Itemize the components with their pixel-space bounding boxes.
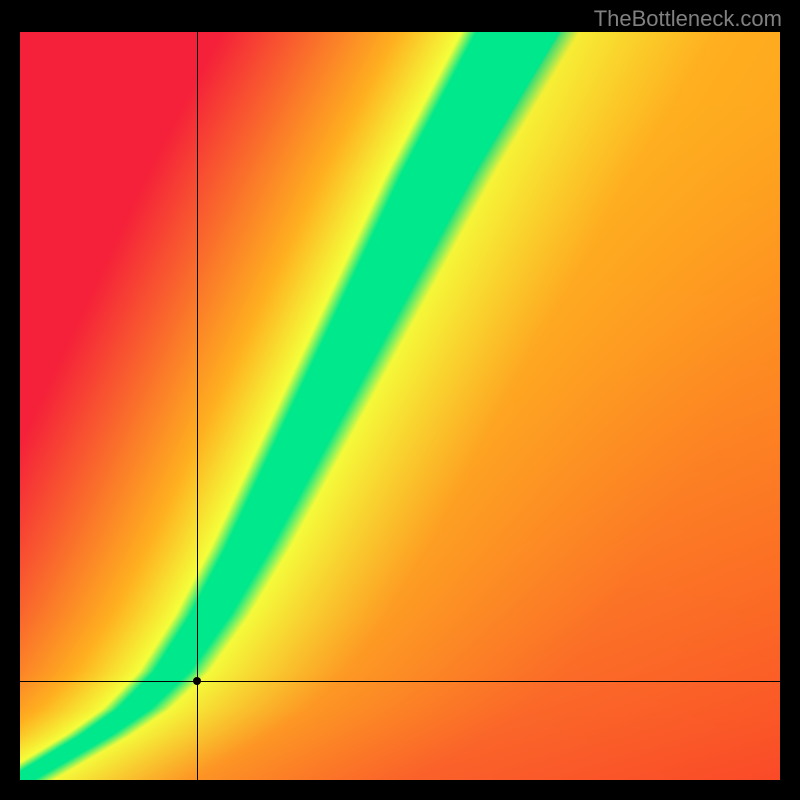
crosshair-horizontal xyxy=(20,681,780,682)
heatmap-canvas xyxy=(20,32,780,780)
crosshair-vertical xyxy=(197,32,198,780)
crosshair-marker-dot xyxy=(193,677,201,685)
plot-area xyxy=(20,32,780,780)
watermark-text: TheBottleneck.com xyxy=(594,6,782,32)
